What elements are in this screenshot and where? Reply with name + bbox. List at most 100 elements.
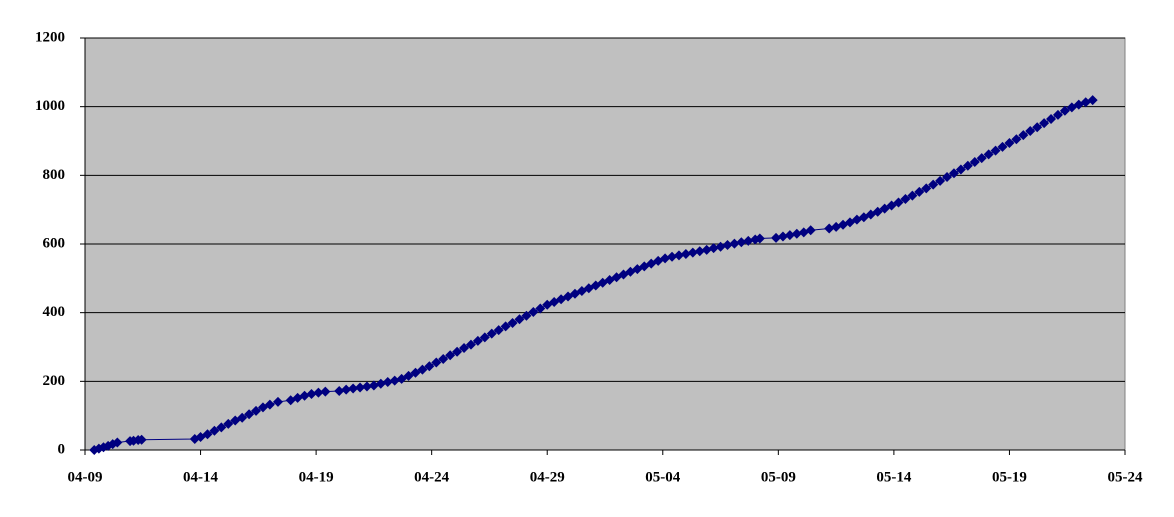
data-point bbox=[694, 246, 705, 257]
x-tick-label: 05-19 bbox=[992, 469, 1027, 485]
data-point bbox=[355, 382, 366, 393]
data-point bbox=[334, 385, 345, 396]
data-point bbox=[272, 396, 283, 407]
data-point bbox=[660, 253, 671, 264]
data-point bbox=[1059, 105, 1070, 116]
x-tick-label: 04-24 bbox=[414, 469, 449, 485]
data-point bbox=[313, 387, 324, 398]
data-point bbox=[948, 168, 959, 179]
data-point bbox=[431, 357, 442, 368]
x-tick-label: 04-19 bbox=[299, 469, 334, 485]
data-point bbox=[382, 377, 393, 388]
data-point bbox=[914, 186, 925, 197]
data-point bbox=[237, 412, 248, 423]
data-point bbox=[223, 418, 234, 429]
y-tick-label: 200 bbox=[43, 373, 66, 389]
y-tick-label: 400 bbox=[43, 304, 66, 320]
data-point bbox=[667, 251, 678, 262]
data-point bbox=[777, 231, 788, 242]
data-point bbox=[1004, 138, 1015, 149]
data-point bbox=[771, 232, 782, 243]
data-point bbox=[1018, 130, 1029, 141]
data-point bbox=[687, 247, 698, 258]
data-point bbox=[722, 240, 733, 251]
data-point bbox=[872, 206, 883, 217]
data-point bbox=[983, 149, 994, 160]
data-point bbox=[1032, 122, 1043, 133]
data-point bbox=[990, 145, 1001, 156]
data-point bbox=[424, 361, 435, 372]
data-point bbox=[805, 225, 816, 236]
data-point bbox=[445, 350, 456, 361]
data-point bbox=[942, 172, 953, 183]
x-tick-label: 04-14 bbox=[183, 469, 218, 485]
data-point bbox=[493, 325, 504, 336]
data-point bbox=[1011, 134, 1022, 145]
data-point bbox=[299, 390, 310, 401]
data-point bbox=[209, 425, 220, 436]
data-point bbox=[368, 380, 379, 391]
data-point bbox=[935, 175, 946, 186]
data-point bbox=[452, 346, 463, 357]
data-point bbox=[535, 303, 546, 314]
data-point bbox=[136, 434, 147, 445]
x-tick-label: 05-04 bbox=[645, 469, 680, 485]
data-point bbox=[1025, 126, 1036, 137]
data-point bbox=[514, 314, 525, 325]
data-point bbox=[507, 317, 518, 328]
data-point bbox=[341, 384, 352, 395]
data-point bbox=[680, 248, 691, 259]
data-point bbox=[1087, 95, 1098, 106]
data-point bbox=[472, 335, 483, 346]
y-tick-label: 1200 bbox=[35, 29, 65, 45]
data-point bbox=[389, 375, 400, 386]
y-tick-label: 1000 bbox=[35, 98, 65, 114]
y-tick-label: 800 bbox=[43, 167, 66, 183]
data-point bbox=[264, 399, 275, 410]
data-point bbox=[900, 194, 911, 205]
data-point bbox=[375, 378, 386, 389]
data-point bbox=[112, 437, 123, 448]
x-tick-label: 05-14 bbox=[876, 469, 911, 485]
data-point bbox=[361, 381, 372, 392]
x-tick-label: 05-09 bbox=[761, 469, 796, 485]
data-point bbox=[202, 429, 213, 440]
data-point bbox=[528, 306, 539, 317]
data-point bbox=[729, 238, 740, 249]
data-point bbox=[886, 200, 897, 211]
data-point bbox=[465, 339, 476, 350]
x-tick-label: 05-24 bbox=[1108, 469, 1143, 485]
x-tick-label: 04-09 bbox=[68, 469, 103, 485]
data-point bbox=[824, 223, 835, 234]
data-point bbox=[736, 237, 747, 248]
data-point bbox=[1039, 118, 1050, 129]
data-point bbox=[907, 190, 918, 201]
data-point bbox=[216, 422, 227, 433]
data-point bbox=[417, 364, 428, 375]
x-tick-label: 04-29 bbox=[530, 469, 565, 485]
data-point bbox=[673, 250, 684, 261]
data-point bbox=[997, 141, 1008, 152]
data-point bbox=[715, 241, 726, 252]
data-point bbox=[486, 328, 497, 339]
data-point bbox=[791, 228, 802, 239]
data-point bbox=[969, 156, 980, 167]
data-point bbox=[410, 367, 421, 378]
data-point bbox=[754, 233, 765, 244]
data-point bbox=[955, 164, 966, 175]
data-point bbox=[396, 373, 407, 384]
data-point bbox=[438, 354, 449, 365]
data-point bbox=[928, 179, 939, 190]
data-point bbox=[893, 197, 904, 208]
data-point bbox=[500, 321, 511, 332]
data-point bbox=[701, 244, 712, 255]
data-point bbox=[244, 409, 255, 420]
data-point bbox=[1046, 114, 1057, 125]
data-point bbox=[348, 383, 359, 394]
data-point bbox=[320, 386, 331, 397]
data-point bbox=[403, 370, 414, 381]
data-point bbox=[976, 153, 987, 164]
y-tick-label: 0 bbox=[58, 441, 66, 457]
data-point bbox=[879, 203, 890, 214]
